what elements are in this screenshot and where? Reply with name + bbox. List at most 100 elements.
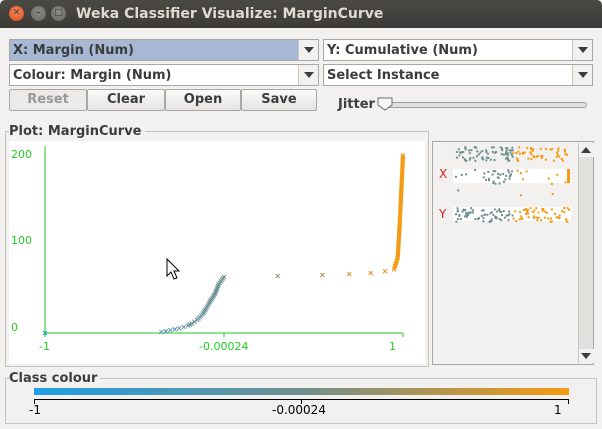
scatter-plot[interactable]: 200 100 0 -1 -0.00024 1 bbox=[9, 141, 425, 364]
attribute-dot bbox=[536, 219, 539, 222]
x-tick-neg1: -1 bbox=[39, 340, 50, 353]
attribute-dot bbox=[465, 211, 468, 214]
chevron-down-icon[interactable] bbox=[572, 65, 592, 85]
attribute-dot bbox=[460, 173, 463, 176]
save-button[interactable]: Save bbox=[241, 89, 317, 111]
attribute-dot bbox=[507, 171, 510, 174]
attribute-dot bbox=[457, 209, 460, 212]
clear-button[interactable]: Clear bbox=[87, 89, 165, 111]
attribute-dot bbox=[461, 156, 464, 159]
attribute-dot bbox=[537, 211, 540, 214]
close-icon[interactable]: ✕ bbox=[9, 6, 24, 21]
reset-button[interactable]: Reset bbox=[9, 89, 87, 111]
chevron-down-icon[interactable] bbox=[298, 65, 318, 85]
attribute-dot bbox=[520, 215, 523, 218]
attribute-dot bbox=[535, 207, 538, 210]
data-point[interactable] bbox=[189, 321, 195, 327]
data-point[interactable] bbox=[368, 270, 374, 276]
chevron-down-icon[interactable] bbox=[298, 40, 318, 60]
select-instance[interactable]: Select Instance bbox=[323, 64, 593, 86]
jitter-slider-thumb[interactable] bbox=[377, 97, 393, 111]
colour-label: Colour: Margin (Num) bbox=[13, 68, 172, 83]
attribute-dot bbox=[486, 213, 489, 216]
colour-tick-label-mid: -0.00024 bbox=[272, 403, 326, 417]
attribute-dot bbox=[500, 211, 503, 213]
data-point[interactable] bbox=[158, 329, 164, 335]
attribute-dot bbox=[547, 217, 550, 220]
data-point[interactable] bbox=[42, 330, 48, 336]
colour-tick bbox=[568, 399, 569, 404]
attribute-dot bbox=[459, 218, 462, 220]
attribute-dot bbox=[527, 212, 530, 215]
attribute-dot bbox=[507, 219, 510, 222]
data-point[interactable] bbox=[382, 268, 388, 274]
attribute-dot bbox=[517, 159, 520, 162]
scroll-down-icon[interactable] bbox=[579, 349, 594, 363]
data-point[interactable] bbox=[172, 326, 178, 332]
data-point[interactable] bbox=[320, 272, 325, 278]
attribute-dot bbox=[545, 147, 548, 150]
jitter-slider[interactable] bbox=[382, 102, 587, 108]
attribute-dot bbox=[457, 189, 460, 192]
attribute-scrollbar[interactable] bbox=[578, 143, 594, 363]
attribute-dot bbox=[500, 153, 503, 156]
attribute-dot bbox=[505, 214, 508, 217]
attribute-dot bbox=[524, 208, 527, 211]
y-axis-select[interactable]: Y: Cumulative (Num) bbox=[323, 39, 593, 61]
data-point[interactable] bbox=[176, 325, 182, 331]
attribute-dot bbox=[519, 172, 522, 174]
attribute-dot bbox=[532, 148, 535, 151]
attribute-dot bbox=[486, 152, 489, 155]
attribute-dot bbox=[547, 177, 550, 180]
attribute-dot bbox=[525, 213, 528, 215]
colour-tick-label-low: -1 bbox=[29, 403, 41, 417]
chevron-down-icon[interactable] bbox=[572, 40, 592, 60]
data-point[interactable] bbox=[192, 319, 197, 325]
attribute-dot bbox=[471, 211, 474, 214]
attribute-dot bbox=[522, 209, 525, 211]
minimize-icon[interactable]: – bbox=[31, 6, 46, 21]
attribute-dot bbox=[503, 216, 506, 219]
data-point[interactable] bbox=[163, 328, 169, 334]
attribute-dot bbox=[519, 211, 521, 214]
attribute-dot bbox=[531, 149, 534, 152]
data-point[interactable] bbox=[167, 327, 173, 333]
scroll-up-icon[interactable] bbox=[579, 143, 594, 157]
attribute-dot bbox=[506, 152, 509, 155]
attribute-dot bbox=[466, 213, 469, 216]
attribute-dot bbox=[460, 151, 463, 154]
attribute-dot bbox=[464, 147, 467, 149]
data-point[interactable] bbox=[181, 324, 187, 330]
data-point[interactable] bbox=[400, 154, 406, 160]
attribute-dot bbox=[491, 211, 493, 214]
attribute-dot bbox=[511, 146, 514, 149]
attribute-dot bbox=[462, 208, 465, 211]
y-marker-label: Y bbox=[438, 207, 447, 221]
open-button[interactable]: Open bbox=[165, 89, 241, 111]
attribute-dot bbox=[508, 213, 511, 216]
attribute-dot bbox=[541, 209, 544, 212]
attribute-dot bbox=[481, 156, 484, 159]
attribute-dot bbox=[465, 173, 468, 176]
x-axis-select[interactable]: X: Margin (Num) bbox=[9, 39, 319, 61]
attribute-dot bbox=[492, 181, 495, 184]
maximize-icon[interactable]: □ bbox=[51, 6, 66, 21]
attribute-dot bbox=[544, 158, 547, 161]
attribute-dot bbox=[549, 220, 552, 223]
attribute-dot bbox=[533, 156, 536, 159]
colour-select[interactable]: Colour: Margin (Num) bbox=[9, 64, 319, 86]
attribute-dot bbox=[526, 147, 529, 150]
attribute-dot bbox=[567, 169, 570, 183]
data-point[interactable] bbox=[275, 273, 281, 279]
attribute-dot bbox=[469, 157, 472, 160]
attribute-dot bbox=[464, 148, 467, 151]
attribute-dot bbox=[556, 173, 559, 176]
attribute-dot bbox=[477, 218, 480, 220]
data-point[interactable] bbox=[346, 271, 352, 277]
attribute-dot bbox=[492, 214, 495, 217]
data-point[interactable] bbox=[400, 152, 406, 158]
attribute-strips[interactable]: X Y bbox=[433, 142, 579, 366]
data-point[interactable] bbox=[221, 274, 227, 280]
attribute-dot bbox=[468, 149, 471, 152]
attribute-dot bbox=[518, 146, 521, 149]
